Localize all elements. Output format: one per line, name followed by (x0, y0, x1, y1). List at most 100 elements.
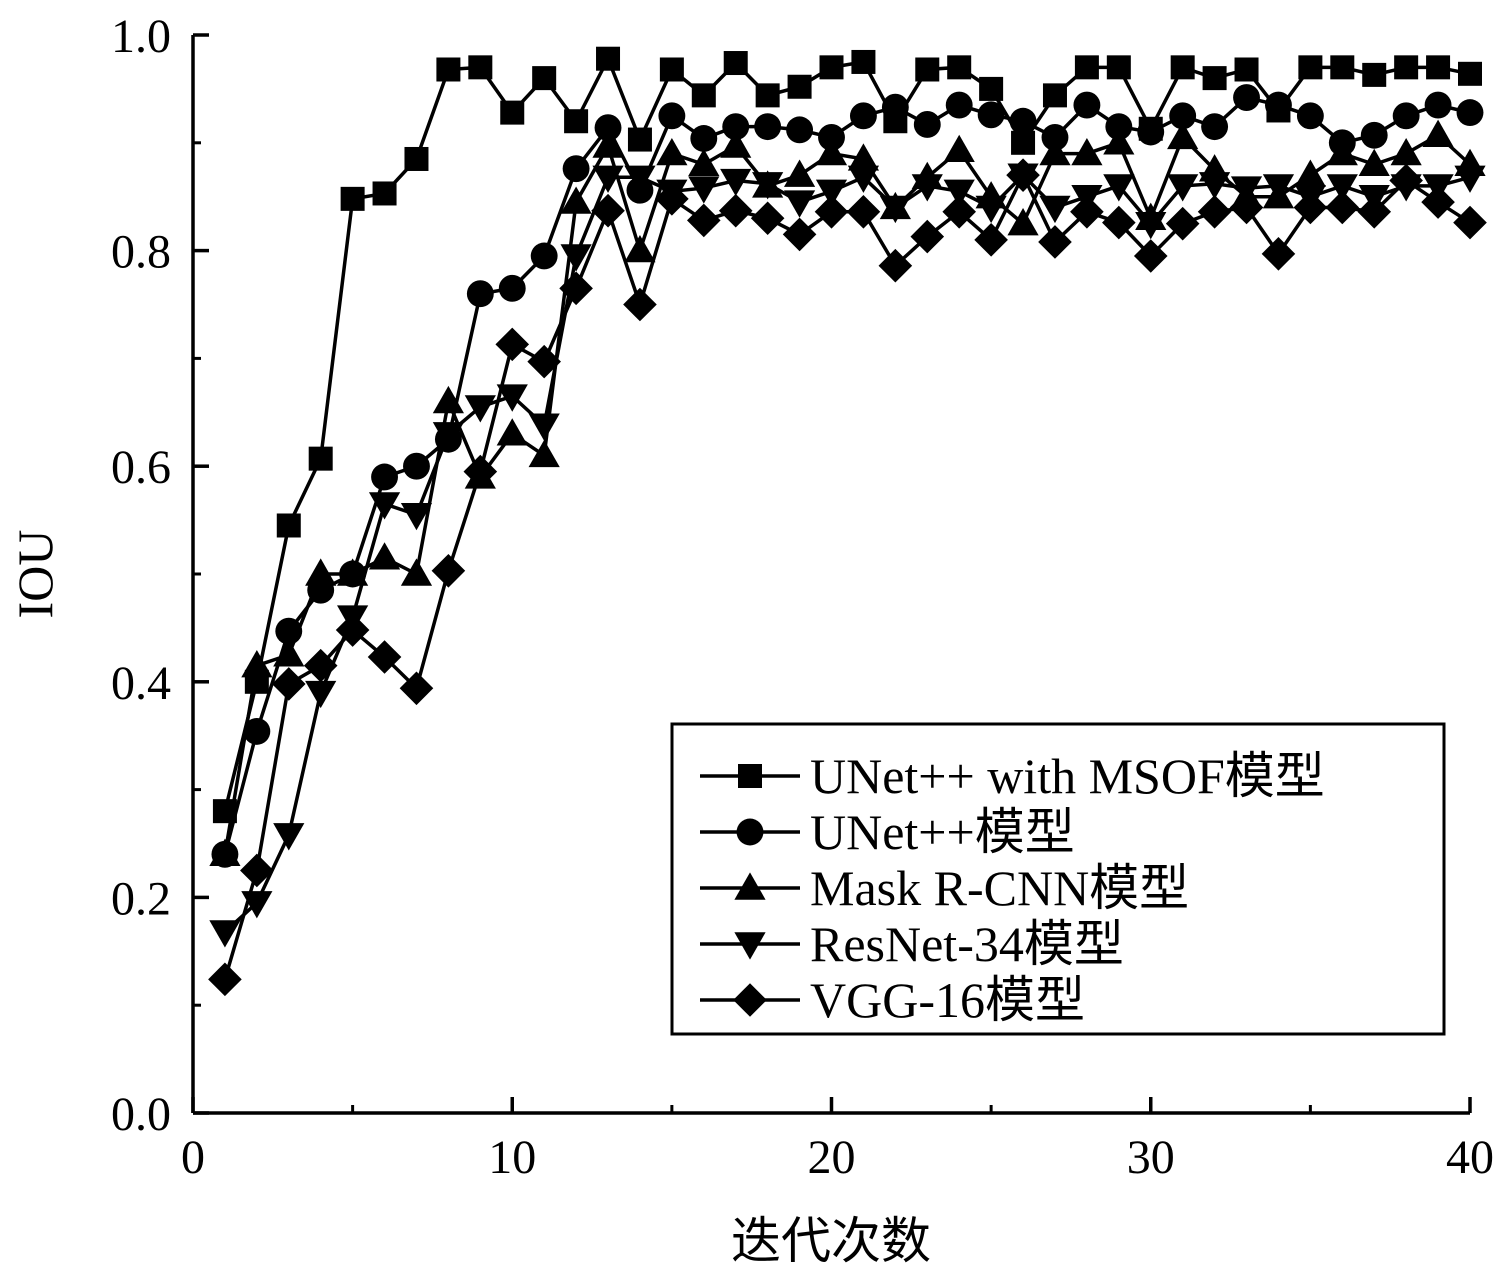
data-point (977, 101, 1005, 129)
data-point (814, 194, 849, 229)
data-point (403, 452, 430, 480)
legend-item: VGG-16模型 (700, 972, 1085, 1028)
data-point (436, 57, 461, 82)
y-tick-label: 0.6 (111, 441, 171, 494)
series-line (223, 172, 1471, 934)
legend-marker (734, 872, 766, 900)
data-point (1170, 55, 1195, 80)
data-point (596, 46, 621, 71)
data-point (368, 542, 401, 570)
data-point (754, 113, 782, 141)
legend-marker (738, 764, 762, 788)
data-point (1071, 137, 1103, 166)
data-point (879, 195, 911, 224)
data-point (273, 823, 305, 851)
data-point (1325, 190, 1360, 225)
data-point (1169, 102, 1197, 130)
data-point (1293, 190, 1328, 225)
legend-label: Mask R-CNN模型 (810, 860, 1189, 916)
data-point (846, 194, 881, 229)
data-point (1009, 107, 1037, 135)
data-point (659, 57, 684, 82)
data-point (209, 920, 241, 948)
data-point (1422, 119, 1454, 147)
y-tick-label: 0.0 (111, 1088, 171, 1141)
legend-label: VGG-16模型 (810, 972, 1085, 1028)
data-point (368, 492, 401, 520)
data-point (564, 109, 589, 134)
legend-marker (733, 983, 767, 1017)
data-point (1201, 113, 1229, 141)
data-point (591, 193, 625, 228)
data-point (1167, 121, 1199, 150)
data-point (1106, 55, 1131, 80)
data-point (687, 203, 721, 238)
data-point (1229, 190, 1264, 225)
data-point (688, 176, 720, 204)
data-point (1265, 91, 1292, 119)
legend-label: UNet++ with MSOF模型 (810, 748, 1325, 804)
data-point (945, 91, 973, 119)
data-point (787, 74, 812, 99)
data-point (1199, 172, 1231, 200)
y-axis-label: IOU (7, 530, 63, 619)
y-ticks: 0.0 0.2 0.4 0.6 0.8 1.0 (111, 10, 209, 1141)
data-point (1326, 174, 1358, 202)
legend-label: ResNet-34模型 (810, 916, 1124, 972)
data-point (851, 49, 876, 74)
data-point (1137, 118, 1165, 146)
data-point (1202, 66, 1227, 91)
data-point (910, 219, 945, 254)
data-point (500, 100, 525, 125)
data-point (1358, 148, 1390, 177)
data-point (241, 650, 273, 678)
axes: 0 10 20 30 40 0.0 0.2 0.4 0.6 0.8 1.0 (111, 10, 1494, 1184)
data-point (240, 853, 274, 888)
data-point (1102, 205, 1136, 240)
series-line (223, 95, 1471, 855)
data-point (340, 186, 365, 211)
plot-area (208, 46, 1487, 997)
data-point (1453, 205, 1487, 240)
data-point (463, 454, 498, 489)
x-tick-label: 20 (808, 1131, 856, 1184)
data-point (308, 446, 333, 471)
data-point (404, 146, 429, 171)
data-point (468, 55, 493, 80)
legend-label: UNet++模型 (810, 804, 1075, 860)
data-point (528, 439, 560, 468)
data-point (723, 51, 748, 76)
data-point (1458, 61, 1482, 86)
data-point (271, 667, 306, 701)
data-point (786, 116, 814, 144)
data-point (1362, 62, 1387, 87)
data-point (1389, 163, 1423, 198)
data-point (592, 130, 624, 158)
data-point (466, 280, 494, 308)
data-point (655, 182, 689, 216)
series-line (223, 54, 1471, 812)
legend-item: UNet++模型 (700, 804, 1075, 860)
data-point (1424, 91, 1452, 119)
data-point (273, 639, 305, 667)
data-point (1360, 121, 1388, 149)
data-point (1011, 130, 1036, 155)
y-tick-label: 0.2 (111, 872, 171, 925)
series-2 (211, 84, 1484, 868)
data-point (1234, 57, 1259, 82)
data-point (847, 143, 880, 171)
data-point (819, 55, 844, 80)
data-point (943, 179, 975, 207)
data-point (337, 558, 369, 586)
data-point (624, 235, 656, 263)
data-point (783, 159, 816, 187)
data-point (752, 172, 784, 200)
data-point (658, 102, 686, 130)
data-point (1454, 165, 1486, 193)
data-point (496, 418, 528, 446)
x-tick-label: 40 (1446, 1131, 1494, 1184)
data-point (1421, 185, 1455, 219)
data-point (722, 113, 750, 141)
data-point (942, 194, 976, 229)
x-tick-label: 30 (1127, 1131, 1175, 1184)
